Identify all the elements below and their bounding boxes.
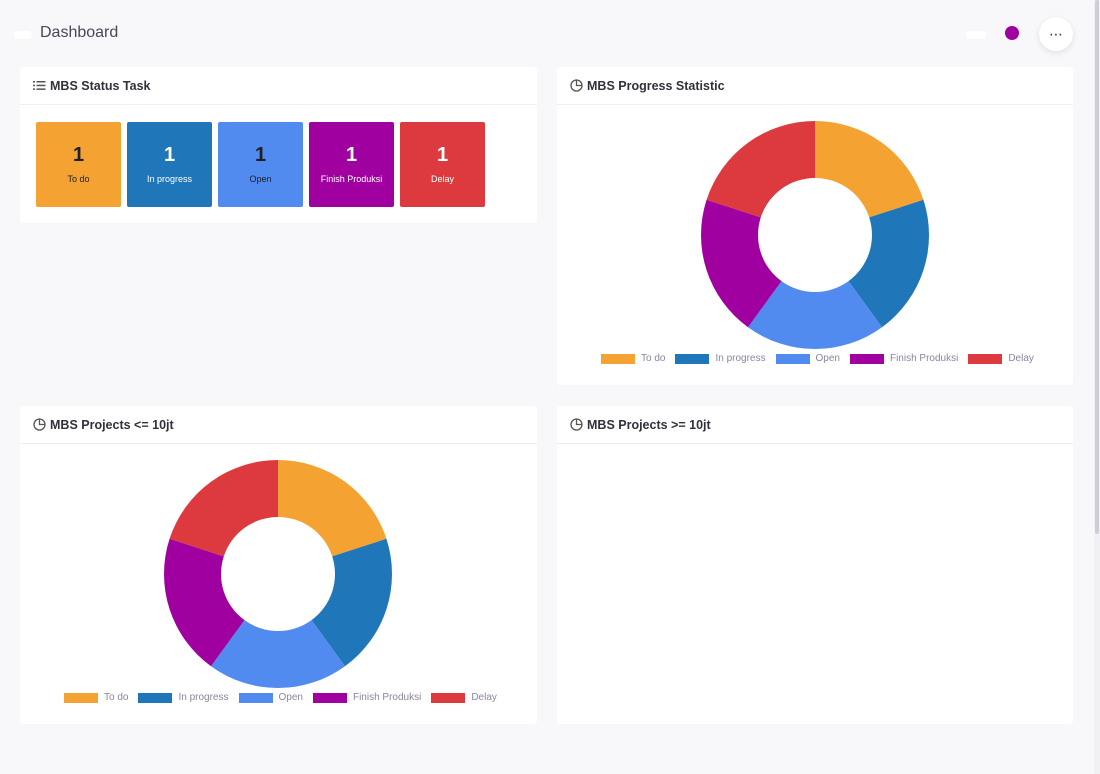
status-tile-label: To do — [67, 174, 90, 184]
status-tile-label: Finish Produksi — [320, 174, 383, 184]
legend-item[interactable]: Finish Produksi — [312, 692, 422, 703]
legend-label: Delay — [1008, 353, 1034, 364]
legend-swatch — [431, 692, 466, 703]
status-tile[interactable]: 1 Open — [218, 122, 303, 207]
notification-placeholder[interactable] — [966, 31, 986, 39]
donut-slice-in-progress[interactable] — [311, 538, 392, 667]
status-tile-label: In progress — [146, 174, 193, 184]
status-tile-label: Delay — [430, 174, 454, 184]
small-projects-chart-legend: To do In progress Open Finish Produksi Delay — [64, 692, 507, 703]
legend-swatch — [238, 692, 273, 703]
legend-item[interactable]: Delay — [968, 353, 1034, 364]
status-tile-label: Open — [249, 174, 272, 184]
projects-large-card: MBS Projects >= 10jt — [557, 406, 1073, 724]
status-tile[interactable]: 1 To do — [36, 122, 121, 207]
legend-swatch — [849, 353, 884, 364]
progress-statistic-card: MBS Progress Statistic To do In progress O… — [557, 67, 1073, 385]
status-tile-count: 1 — [72, 144, 85, 166]
hamburger-placeholder[interactable] — [14, 31, 32, 39]
donut-slice-in-progress[interactable] — [848, 199, 929, 328]
page-title: Dashboard — [40, 24, 119, 41]
status-tile[interactable]: 1 Finish Produksi — [309, 122, 394, 207]
legend-item[interactable]: Open — [238, 692, 303, 703]
card-title: MBS Status Task — [50, 78, 151, 93]
legend-swatch — [64, 692, 98, 703]
legend-label: Delay — [471, 692, 497, 703]
donut-slice-open[interactable] — [747, 281, 883, 349]
legend-swatch — [601, 353, 635, 364]
legend-label: Finish Produksi — [352, 692, 422, 703]
donut-slice-to-do[interactable] — [815, 121, 924, 218]
status-tile-count: 1 — [345, 144, 358, 166]
donut-slice-to-do[interactable] — [278, 460, 387, 557]
projects-small-card: MBS Projects <= 10jt To do In progress Ope… — [20, 406, 537, 724]
card-header: MBS Projects <= 10jt — [20, 406, 537, 444]
status-task-card: MBS Status Task 1 To do 1 In progress 1 Open 1… — [20, 67, 537, 223]
legend-item[interactable]: To do — [601, 353, 665, 364]
legend-label: To do — [641, 353, 666, 364]
progress-donut-chart — [701, 121, 929, 349]
card-title: MBS Progress Statistic — [587, 78, 725, 93]
legend-label: Open — [278, 692, 303, 703]
legend-label: Finish Produksi — [889, 353, 959, 364]
donut-slice-delay[interactable] — [169, 460, 278, 557]
small-projects-donut-chart — [163, 460, 392, 688]
legend-label: In progress — [715, 353, 766, 364]
card-header: MBS Progress Statistic — [557, 67, 1073, 105]
legend-label: In progress — [178, 692, 229, 703]
top-bar: Dashboard ⋯ — [0, 0, 1100, 66]
donut-slice-finish-produksi[interactable] — [163, 538, 245, 667]
legend-swatch — [675, 353, 710, 364]
legend-swatch — [968, 353, 1003, 364]
status-tiles: 1 To do 1 In progress 1 Open 1 Finish Produksi 1… — [36, 122, 491, 207]
legend-swatch — [312, 692, 347, 703]
legend-item[interactable]: Finish Produksi — [849, 353, 959, 364]
legend-item[interactable]: To do — [64, 692, 128, 703]
card-title: MBS Projects >= 10jt — [587, 417, 711, 432]
donut-slice-open[interactable] — [210, 620, 346, 688]
list-icon — [33, 81, 46, 90]
card-header: MBS Status Task — [20, 67, 537, 105]
more-menu-button[interactable]: ⋯ — [1039, 17, 1073, 51]
pie-chart-icon — [570, 79, 583, 92]
user-status-dot[interactable] — [1005, 26, 1019, 40]
status-tile-count: 1 — [163, 144, 176, 166]
legend-label: Open — [815, 353, 840, 364]
legend-swatch — [775, 353, 810, 364]
progress-chart-legend: To do In progress Open Finish Produksi Delay — [601, 353, 1044, 364]
legend-label: To do — [104, 692, 129, 703]
legend-item[interactable]: Open — [775, 353, 840, 364]
donut-slice-finish-produksi[interactable] — [701, 199, 782, 328]
status-tile[interactable]: 1 Delay — [400, 122, 485, 207]
scrollbar-thumb[interactable] — [1095, 0, 1099, 534]
status-tile-count: 1 — [436, 144, 449, 166]
donut-slice-delay[interactable] — [706, 121, 815, 218]
pie-chart-icon — [33, 418, 46, 431]
card-title: MBS Projects <= 10jt — [50, 417, 174, 432]
status-tile[interactable]: 1 In progress — [127, 122, 212, 207]
pie-chart-icon — [570, 418, 583, 431]
more-dots-icon: ⋯ — [1049, 25, 1063, 42]
card-header: MBS Projects >= 10jt — [557, 406, 1073, 444]
status-tile-count: 1 — [254, 144, 267, 166]
legend-item[interactable]: In progress — [675, 353, 766, 364]
page-scrollbar[interactable] — [1094, 0, 1100, 774]
legend-item[interactable]: In progress — [138, 692, 229, 703]
legend-item[interactable]: Delay — [431, 692, 497, 703]
legend-swatch — [138, 692, 173, 703]
